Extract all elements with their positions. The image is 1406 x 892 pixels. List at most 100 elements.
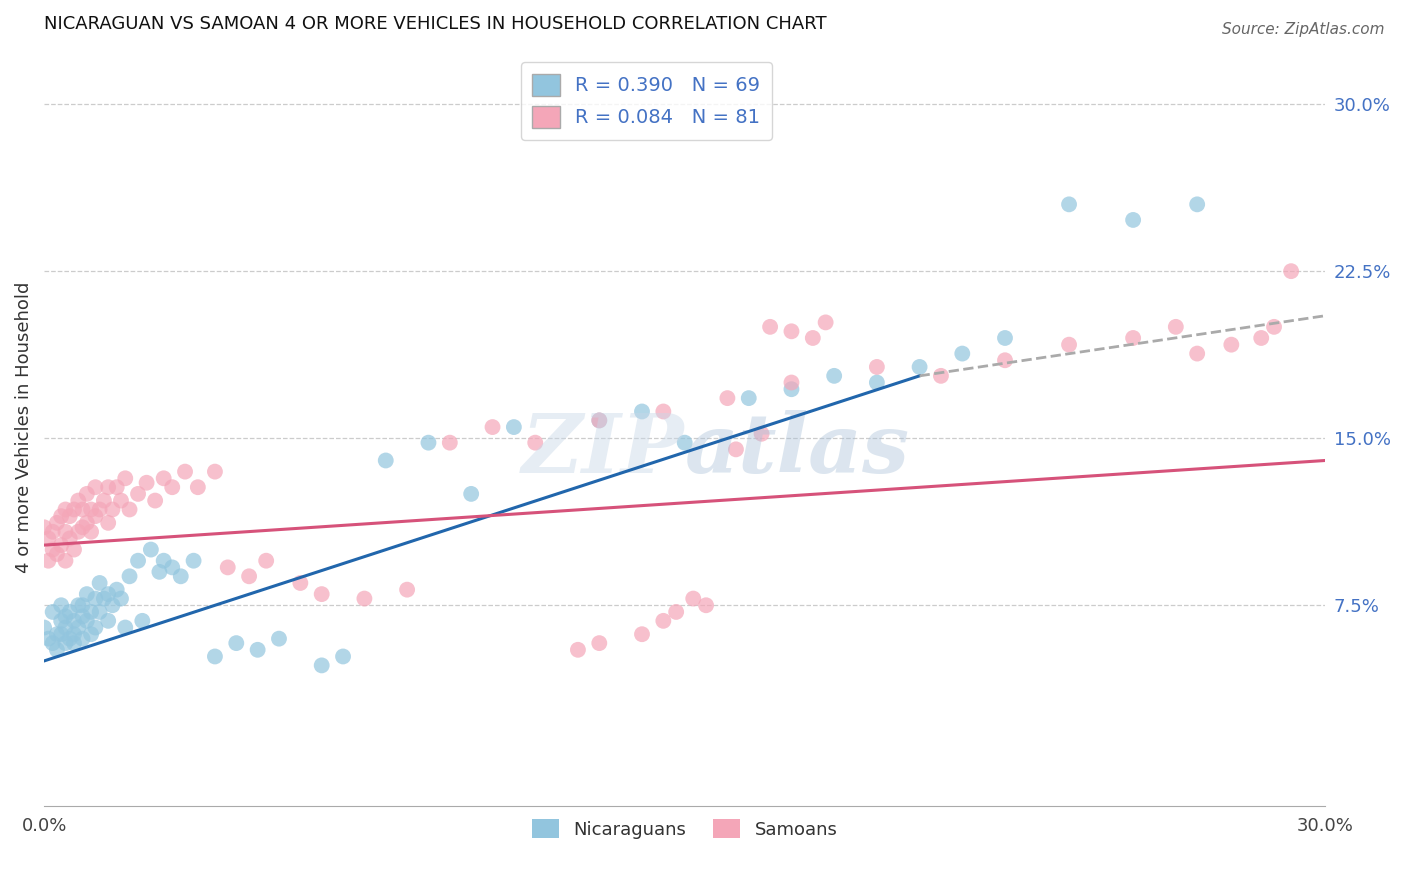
Point <box>1250 331 1272 345</box>
Point <box>67 621 90 635</box>
Point <box>665 605 688 619</box>
Point <box>418 435 440 450</box>
Point <box>217 560 239 574</box>
Point <box>780 382 803 396</box>
Point <box>51 509 73 524</box>
Point <box>682 591 704 606</box>
Point <box>673 435 696 450</box>
Point <box>246 642 269 657</box>
Point <box>1185 197 1208 211</box>
Point <box>63 614 86 628</box>
Point <box>588 413 610 427</box>
Point <box>89 502 111 516</box>
Point <box>55 554 77 568</box>
Point <box>80 627 103 641</box>
Point <box>63 636 86 650</box>
Point <box>695 599 717 613</box>
Point <box>204 465 226 479</box>
Point <box>801 331 824 345</box>
Point <box>652 404 675 418</box>
Point <box>290 576 312 591</box>
Point <box>89 605 111 619</box>
Point <box>80 502 103 516</box>
Point <box>135 475 157 490</box>
Point <box>396 582 419 597</box>
Point <box>114 471 136 485</box>
Point <box>59 532 82 546</box>
Point <box>41 636 63 650</box>
Point <box>311 658 333 673</box>
Text: ZIP: ZIP <box>522 409 685 490</box>
Point <box>51 538 73 552</box>
Point <box>1279 264 1302 278</box>
Point <box>76 587 98 601</box>
Point <box>460 487 482 501</box>
Point <box>170 569 193 583</box>
Point <box>866 359 889 374</box>
Point <box>631 404 654 418</box>
Point <box>118 502 141 516</box>
Point <box>59 509 82 524</box>
Point <box>72 609 94 624</box>
Point <box>759 319 782 334</box>
Point <box>45 642 67 657</box>
Point <box>67 493 90 508</box>
Point <box>187 480 209 494</box>
Point <box>238 569 260 583</box>
Point <box>631 627 654 641</box>
Point <box>97 516 120 530</box>
Point <box>127 487 149 501</box>
Point <box>994 353 1017 368</box>
Point <box>97 480 120 494</box>
Point <box>45 547 67 561</box>
Point <box>481 420 503 434</box>
Point <box>1122 331 1144 345</box>
Point <box>37 632 59 646</box>
Text: NICARAGUAN VS SAMOAN 4 OR MORE VEHICLES IN HOUSEHOLD CORRELATION CHART: NICARAGUAN VS SAMOAN 4 OR MORE VEHICLES … <box>44 15 827 33</box>
Point <box>183 554 205 568</box>
Point <box>1057 337 1080 351</box>
Point <box>118 569 141 583</box>
Point <box>1220 337 1243 351</box>
Point <box>1057 197 1080 211</box>
Point <box>267 632 290 646</box>
Point <box>139 542 162 557</box>
Point <box>152 554 174 568</box>
Point <box>502 420 524 434</box>
Point <box>780 376 803 390</box>
Point <box>93 493 115 508</box>
Point <box>439 435 461 450</box>
Point <box>1263 319 1285 334</box>
Point <box>59 605 82 619</box>
Text: atlas: atlas <box>685 409 910 490</box>
Point <box>131 614 153 628</box>
Point <box>72 520 94 534</box>
Point <box>1185 346 1208 360</box>
Point <box>76 487 98 501</box>
Point <box>908 359 931 374</box>
Point <box>76 516 98 530</box>
Point <box>716 391 738 405</box>
Point <box>588 636 610 650</box>
Point <box>84 480 107 494</box>
Point <box>101 599 124 613</box>
Point <box>148 565 170 579</box>
Point <box>105 582 128 597</box>
Point <box>80 605 103 619</box>
Point <box>37 532 59 546</box>
Point <box>63 502 86 516</box>
Point <box>204 649 226 664</box>
Point <box>143 493 166 508</box>
Point <box>41 605 63 619</box>
Point <box>32 621 55 635</box>
Point <box>84 591 107 606</box>
Point <box>63 542 86 557</box>
Point <box>724 442 747 457</box>
Point <box>72 502 94 516</box>
Point <box>738 391 761 405</box>
Point <box>59 632 82 646</box>
Point <box>51 599 73 613</box>
Point <box>567 642 589 657</box>
Point <box>105 480 128 494</box>
Point <box>67 599 90 613</box>
